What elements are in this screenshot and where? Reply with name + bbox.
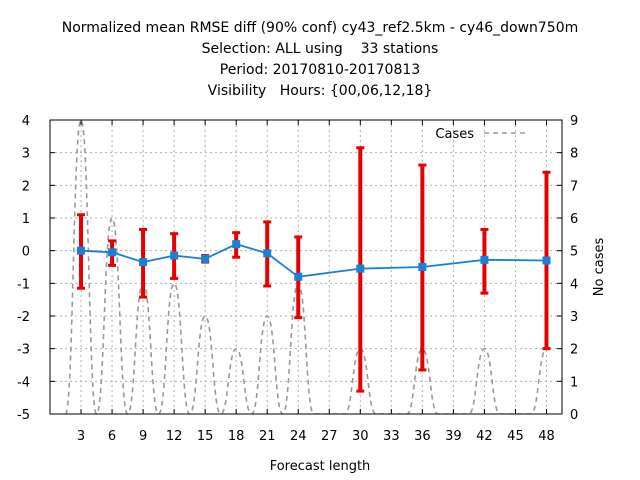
x-tick-label: 42 [476,429,493,444]
data-point [77,246,86,255]
x-tick-label: 9 [139,429,147,444]
x-tick-label: 36 [414,429,431,444]
x-tick-label: 33 [383,429,400,444]
chart-title-line-1: Normalized mean RMSE diff (90% conf) cy4… [61,20,579,36]
y-tick-label-right: 3 [570,310,578,325]
y-tick-label-right: 4 [570,277,578,292]
data-point [139,258,148,267]
y-tick-label-right: 2 [570,343,578,358]
y-tick-label-left: 4 [22,114,30,129]
x-tick-label: 48 [538,429,555,444]
y-tick-label-left: 3 [22,147,30,162]
chart-title-line-3: Period: 20170810-20170813 [219,62,421,78]
chart-title-line-2: Selection: ALL using 33 stations [201,41,439,57]
x-tick-label: 21 [259,429,276,444]
y-tick-label-right: 0 [570,408,578,423]
x-tick-label: 15 [197,429,214,444]
data-point [356,264,365,273]
data-point [263,249,272,258]
y-tick-label-left: -1 [17,277,30,292]
x-tick-label: 3 [77,429,85,444]
x-tick-label: 39 [445,429,462,444]
cases-line [64,120,548,414]
x-tick-label: 24 [290,429,307,444]
data-point [480,255,489,264]
x-tick-label: 27 [321,429,338,444]
y-tick-label-left: 2 [22,179,30,194]
x-tick-label: 30 [352,429,369,444]
y-tick-label-left: -2 [17,310,30,325]
y-tick-label-right: 8 [570,147,578,162]
data-point [294,272,303,281]
y-tick-label-right: 7 [570,179,578,194]
y-tick-label-right: 5 [570,245,578,260]
data-point [108,248,117,257]
plot-frame [49,119,563,415]
x-tick-label: 12 [166,429,183,444]
y-axis-label-right: No cases [592,238,607,297]
y-tick-label-right: 9 [570,114,578,129]
x-tick-label: 18 [228,429,245,444]
y-tick-label-left: -5 [17,408,30,423]
y-tick-label-left: 1 [22,212,30,227]
data-point [170,251,179,260]
x-tick-label: 45 [507,429,524,444]
x-tick-label: 6 [108,429,116,444]
y-tick-label-left: -4 [17,375,30,390]
data-point [542,256,551,265]
data-point [232,240,241,249]
legend-label: Cases [435,127,474,142]
data-point [418,263,427,271]
y-tick-label-left: -3 [17,343,30,358]
y-tick-label-right: 1 [570,375,578,390]
y-tick-label-left: 0 [22,245,30,260]
chart-title-line-4: Visibility Hours: {00,06,12,18} [207,83,433,99]
data-point [201,254,210,263]
x-axis-label: Forecast length [270,459,371,474]
mean-diff-line [80,243,547,278]
y-tick-label-right: 6 [570,212,578,227]
